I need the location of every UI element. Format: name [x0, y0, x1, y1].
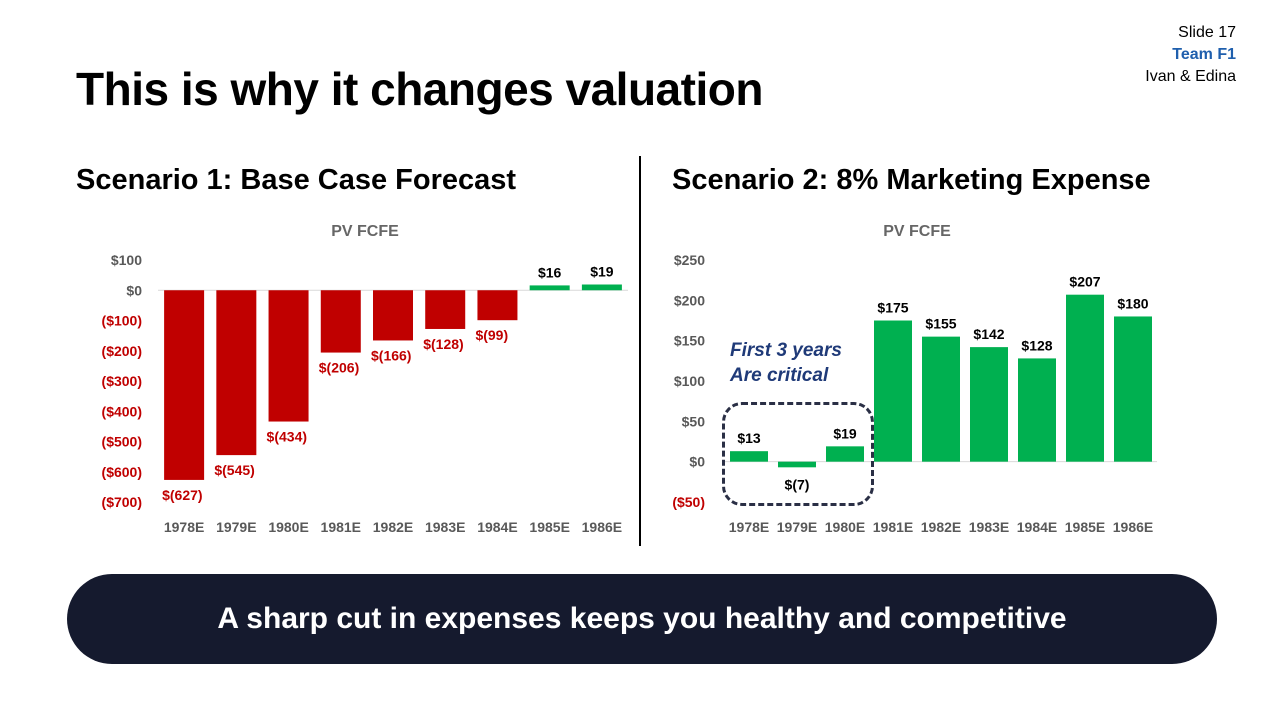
slide-number: Slide 17 — [1178, 24, 1236, 41]
page-title: This is why it changes valuation — [76, 63, 763, 115]
x-tick-label: 1980E — [825, 519, 865, 535]
team-name: Team F1 — [1172, 46, 1236, 63]
banner-text: A sharp cut in expenses keeps you health… — [217, 602, 1067, 635]
data-label: $13 — [737, 430, 761, 446]
data-label: $19 — [590, 264, 614, 280]
x-tick-label: 1983E — [969, 519, 1009, 535]
data-label: $(627) — [162, 487, 202, 503]
bar — [1066, 294, 1104, 462]
data-label: $19 — [833, 425, 857, 441]
x-tick-label: 1979E — [777, 519, 817, 535]
y-tick-label: ($100) — [102, 313, 142, 329]
y-tick-label: ($50) — [672, 494, 705, 510]
bar — [874, 320, 912, 462]
y-tick-label: $100 — [111, 252, 142, 268]
scenario1-heading: Scenario 1: Base Case Forecast — [76, 164, 517, 196]
bar — [922, 336, 960, 462]
x-tick-label: 1985E — [1065, 519, 1105, 535]
y-tick-label: $0 — [689, 454, 705, 470]
divider — [639, 156, 641, 546]
x-tick-label: 1978E — [164, 519, 204, 535]
y-tick-label: ($400) — [102, 403, 142, 419]
x-tick-label: 1981E — [873, 519, 913, 535]
chart-title: PV FCFE — [331, 223, 399, 240]
bar — [581, 284, 622, 291]
bar — [425, 290, 466, 329]
bar — [268, 290, 309, 422]
data-label: $(128) — [423, 336, 463, 352]
scenario2-chart: PV FCFE $250 $200 $150 $100 $50 $0 ($50) $13 1978… — [672, 223, 1157, 535]
note-line1: First 3 years — [730, 340, 842, 361]
y-tick-label: $250 — [674, 252, 705, 268]
scenario1-chart: PV FCFE $100 $0 ($100) ($200) ($300) ($400) ($5… — [102, 223, 628, 535]
y-tick-label: $100 — [674, 373, 705, 389]
y-tick-label: ($200) — [102, 343, 142, 359]
y-tick-label: ($500) — [102, 434, 142, 450]
x-tick-label: 1986E — [1113, 519, 1153, 535]
bar — [826, 446, 864, 462]
bar — [970, 347, 1008, 462]
conclusion-banner: A sharp cut in expenses keeps you health… — [67, 574, 1217, 664]
data-label: $128 — [1021, 337, 1052, 353]
data-label: $(99) — [475, 327, 508, 343]
bar — [730, 451, 768, 462]
y-tick-label: $50 — [682, 413, 706, 429]
chart-title: PV FCFE — [883, 223, 951, 240]
bar — [529, 285, 570, 291]
data-label: $(434) — [267, 429, 307, 445]
data-label: $155 — [925, 316, 956, 332]
x-tick-label: 1984E — [477, 519, 517, 535]
y-tick-label: $150 — [674, 333, 705, 349]
data-label: $16 — [538, 264, 562, 280]
slide-meta: Slide 17 Team F1 Ivan & Edina — [1145, 22, 1236, 88]
data-label: $(545) — [214, 462, 254, 478]
bar — [778, 461, 816, 468]
data-label: $175 — [877, 300, 908, 316]
x-tick-label: 1981E — [321, 519, 361, 535]
scenario2-heading: Scenario 2: 8% Marketing Expense — [672, 164, 1151, 196]
x-tick-label: 1984E — [1017, 519, 1057, 535]
bar — [164, 290, 205, 480]
authors: Ivan & Edina — [1145, 68, 1236, 85]
x-tick-label: 1986E — [582, 519, 622, 535]
y-tick-label: $200 — [674, 292, 705, 308]
x-tick-label: 1985E — [529, 519, 569, 535]
y-tick-label: ($600) — [102, 464, 142, 480]
x-tick-label: 1982E — [373, 519, 413, 535]
bar — [1018, 358, 1056, 462]
bar — [320, 290, 361, 353]
data-label: $180 — [1117, 295, 1148, 311]
critical-years-highlight — [722, 402, 874, 506]
critical-years-note: First 3 years Are critical — [730, 338, 842, 388]
y-tick-label: $0 — [126, 282, 142, 298]
bar — [1114, 316, 1152, 462]
data-label: $207 — [1069, 274, 1100, 290]
data-label: $142 — [973, 326, 1004, 342]
note-line2: Are critical — [730, 365, 829, 386]
bar — [477, 290, 518, 321]
y-tick-label: ($300) — [102, 373, 142, 389]
x-tick-label: 1978E — [729, 519, 769, 535]
x-tick-label: 1979E — [216, 519, 256, 535]
x-tick-label: 1983E — [425, 519, 465, 535]
data-label: $(7) — [785, 476, 810, 492]
x-tick-label: 1980E — [268, 519, 308, 535]
y-tick-label: ($700) — [102, 494, 142, 510]
data-label: $(166) — [371, 347, 411, 363]
data-label: $(206) — [319, 360, 359, 376]
bar — [373, 290, 413, 341]
bar — [216, 290, 257, 456]
x-tick-label: 1982E — [921, 519, 961, 535]
